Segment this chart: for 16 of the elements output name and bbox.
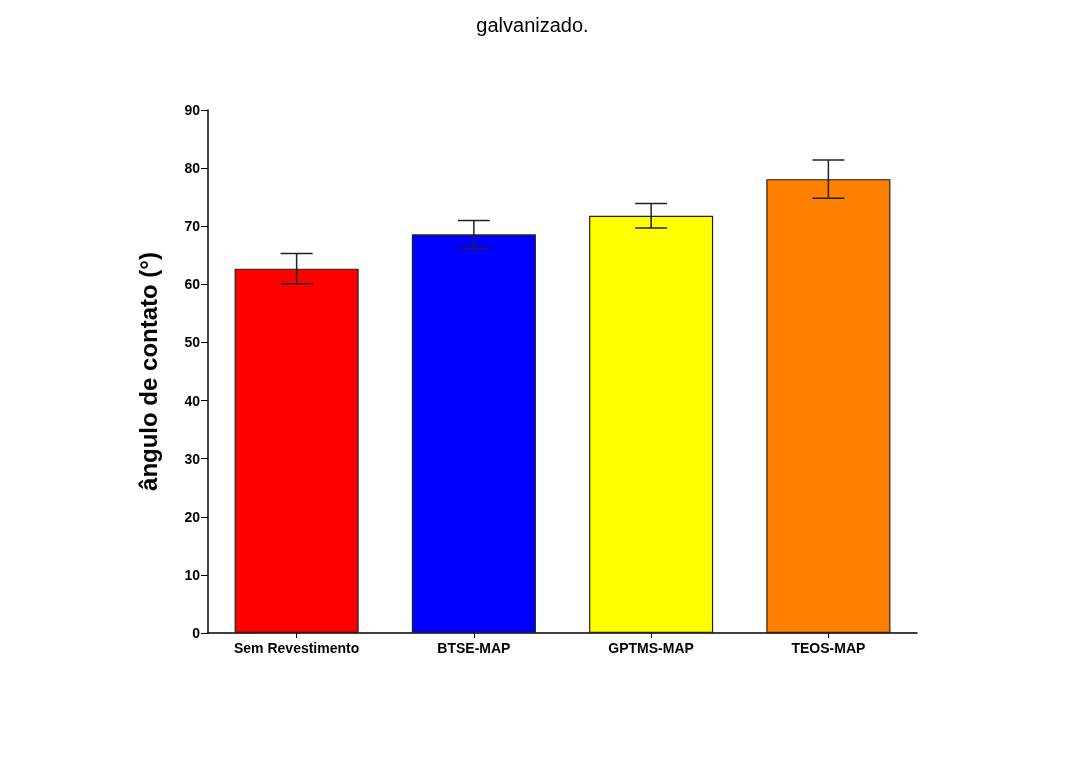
y-tick-label: 70: [184, 218, 201, 235]
y-axis-title: ângulo de contato (°): [134, 252, 162, 491]
y-tick-label: 30: [184, 450, 201, 467]
x-tick-label: BTSE-MAP: [437, 640, 511, 656]
x-tick-label: TEOS-MAP: [791, 640, 866, 656]
y-tick-label: 60: [184, 276, 201, 293]
x-tick-label: Sem Revestimento: [233, 640, 360, 656]
y-tick-label: 90: [184, 102, 201, 118]
y-tick-label: 10: [184, 566, 201, 583]
y-tick-label: 0: [192, 625, 201, 641]
x-tick-label: GPTMS-MAP: [608, 640, 694, 656]
y-tick-label: 80: [184, 160, 201, 177]
y-tick-label: 20: [184, 508, 201, 525]
chart-title: galvanizado.: [476, 14, 589, 36]
y-tick-label: 40: [184, 392, 201, 409]
y-tick-label: 50: [184, 334, 201, 351]
